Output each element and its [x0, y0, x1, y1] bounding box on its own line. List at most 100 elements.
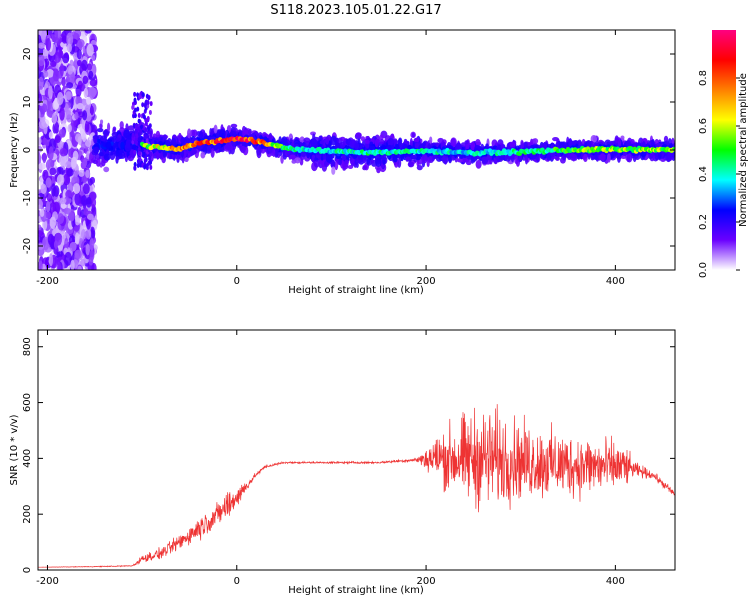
heatmap-cell [43, 70, 49, 78]
heatmap-cell [38, 93, 43, 104]
heatmap-cell [428, 155, 433, 162]
heatmap-cell [586, 140, 592, 149]
heatmap-cell [93, 135, 98, 144]
heatmap-cell [38, 260, 43, 270]
heatmap-cell [79, 31, 86, 40]
heatmap-cell [87, 178, 93, 186]
x-tick-label: 0 [234, 276, 240, 287]
heatmap-cell [59, 63, 64, 77]
heatmap-cell [523, 141, 528, 149]
heatmap-cell [475, 139, 481, 146]
heatmap-cell [62, 45, 68, 53]
heatmap-cell [187, 128, 192, 139]
heatmap-cell [590, 134, 598, 143]
heatmap-cell [45, 201, 51, 213]
heatmap-cell [52, 69, 60, 82]
heatmap-cell [89, 238, 95, 251]
heatmap-cell [39, 208, 45, 217]
heatmap-cell [165, 139, 171, 147]
heatmap-cell [88, 256, 94, 266]
heatmap-cell [456, 158, 462, 163]
heatmap-cell [555, 156, 560, 161]
heatmap-cell [599, 153, 606, 161]
heatmap-cell [147, 95, 151, 101]
heatmap-cell [115, 137, 121, 142]
heatmap-cell [42, 137, 48, 145]
heatmap-cell [84, 30, 92, 34]
spectrogram-x-axis: -200 0 200 400 [36, 30, 625, 287]
heatmap-cell [626, 153, 633, 163]
heatmap-cell [200, 151, 206, 159]
colorbar-tick-label: 0.6 [698, 118, 709, 134]
colorbar-label: Normalized spectral amplitude [738, 73, 749, 227]
spectrogram-panel: -200 0 200 400 -20 -10 0 10 20 Height of straig… [9, 29, 749, 296]
heatmap-cell [142, 114, 146, 120]
heatmap-cell [81, 59, 88, 71]
heatmap-cell [61, 76, 66, 87]
heatmap-cell [198, 130, 203, 140]
snr-y-axis: 0 200 400 600 800 [22, 337, 675, 573]
heatmap-cell [144, 134, 148, 140]
heatmap-cell [80, 258, 86, 267]
heatmap-cell [74, 111, 79, 120]
heatmap-cell [41, 48, 50, 57]
heatmap-cell [58, 167, 64, 175]
heatmap-cell [42, 152, 47, 164]
heatmap-cell [144, 127, 148, 133]
heatmap-cell [301, 150, 306, 158]
heatmap-cell [95, 157, 101, 167]
heatmap-cell [82, 158, 88, 167]
heatmap-cell [88, 70, 94, 79]
heatmap-cell [219, 129, 226, 139]
snr-series-layer [38, 404, 675, 568]
heatmap-cell [61, 35, 68, 44]
heatmap-cell [77, 80, 83, 89]
heatmap-cell [470, 141, 476, 151]
heatmap-cell [149, 101, 153, 107]
heatmap-cell [38, 119, 47, 130]
heatmap-cell [69, 241, 77, 252]
x-tick-label: -200 [36, 576, 59, 587]
heatmap-cell [422, 141, 426, 147]
y-tick-label: 800 [22, 337, 33, 356]
heatmap-cell [338, 158, 342, 165]
heatmap-cell [143, 164, 147, 170]
heatmap-cell [46, 69, 54, 78]
heatmap-cell [432, 154, 438, 160]
heatmap-cell [38, 42, 46, 49]
heatmap-cell [127, 125, 135, 131]
heatmap-cell [85, 169, 90, 179]
heatmap-cell [105, 141, 112, 149]
heatmap-cell [411, 132, 415, 138]
heatmap-cell [362, 165, 367, 171]
heatmap-cell [364, 142, 370, 149]
heatmap-cell [45, 177, 52, 188]
heatmap-cell [49, 216, 57, 229]
heatmap-cell [108, 151, 114, 156]
heatmap-cell [147, 126, 151, 132]
heatmap-cell [82, 110, 88, 121]
y-tick-label: 0 [22, 147, 33, 153]
heatmap-cell [552, 137, 559, 142]
heatmap-cell [229, 130, 237, 137]
heatmap-cell [93, 146, 100, 154]
heatmap-cell [38, 230, 43, 237]
heatmap-cell [616, 153, 621, 163]
snr-y-axis-label: SNR (10 * v/v) [9, 414, 20, 485]
heatmap-cell [38, 195, 41, 205]
heatmap-cell [429, 136, 433, 144]
heatmap-cell [133, 97, 137, 103]
heatmap-cell [56, 92, 64, 106]
heatmap-cell [180, 136, 186, 145]
heatmap-cell [213, 124, 218, 134]
heatmap-cell [387, 145, 392, 151]
heatmap-cell [45, 37, 52, 51]
heatmap-cell [370, 159, 375, 164]
heatmap-cell [364, 139, 370, 144]
heatmap-cell [536, 154, 540, 163]
colorbar-tick-label: 0.0 [698, 262, 709, 278]
heatmap-cell [393, 154, 398, 163]
heatmap-cell [509, 141, 516, 148]
heatmap-cell [59, 148, 68, 157]
heatmap-cell [48, 253, 54, 267]
